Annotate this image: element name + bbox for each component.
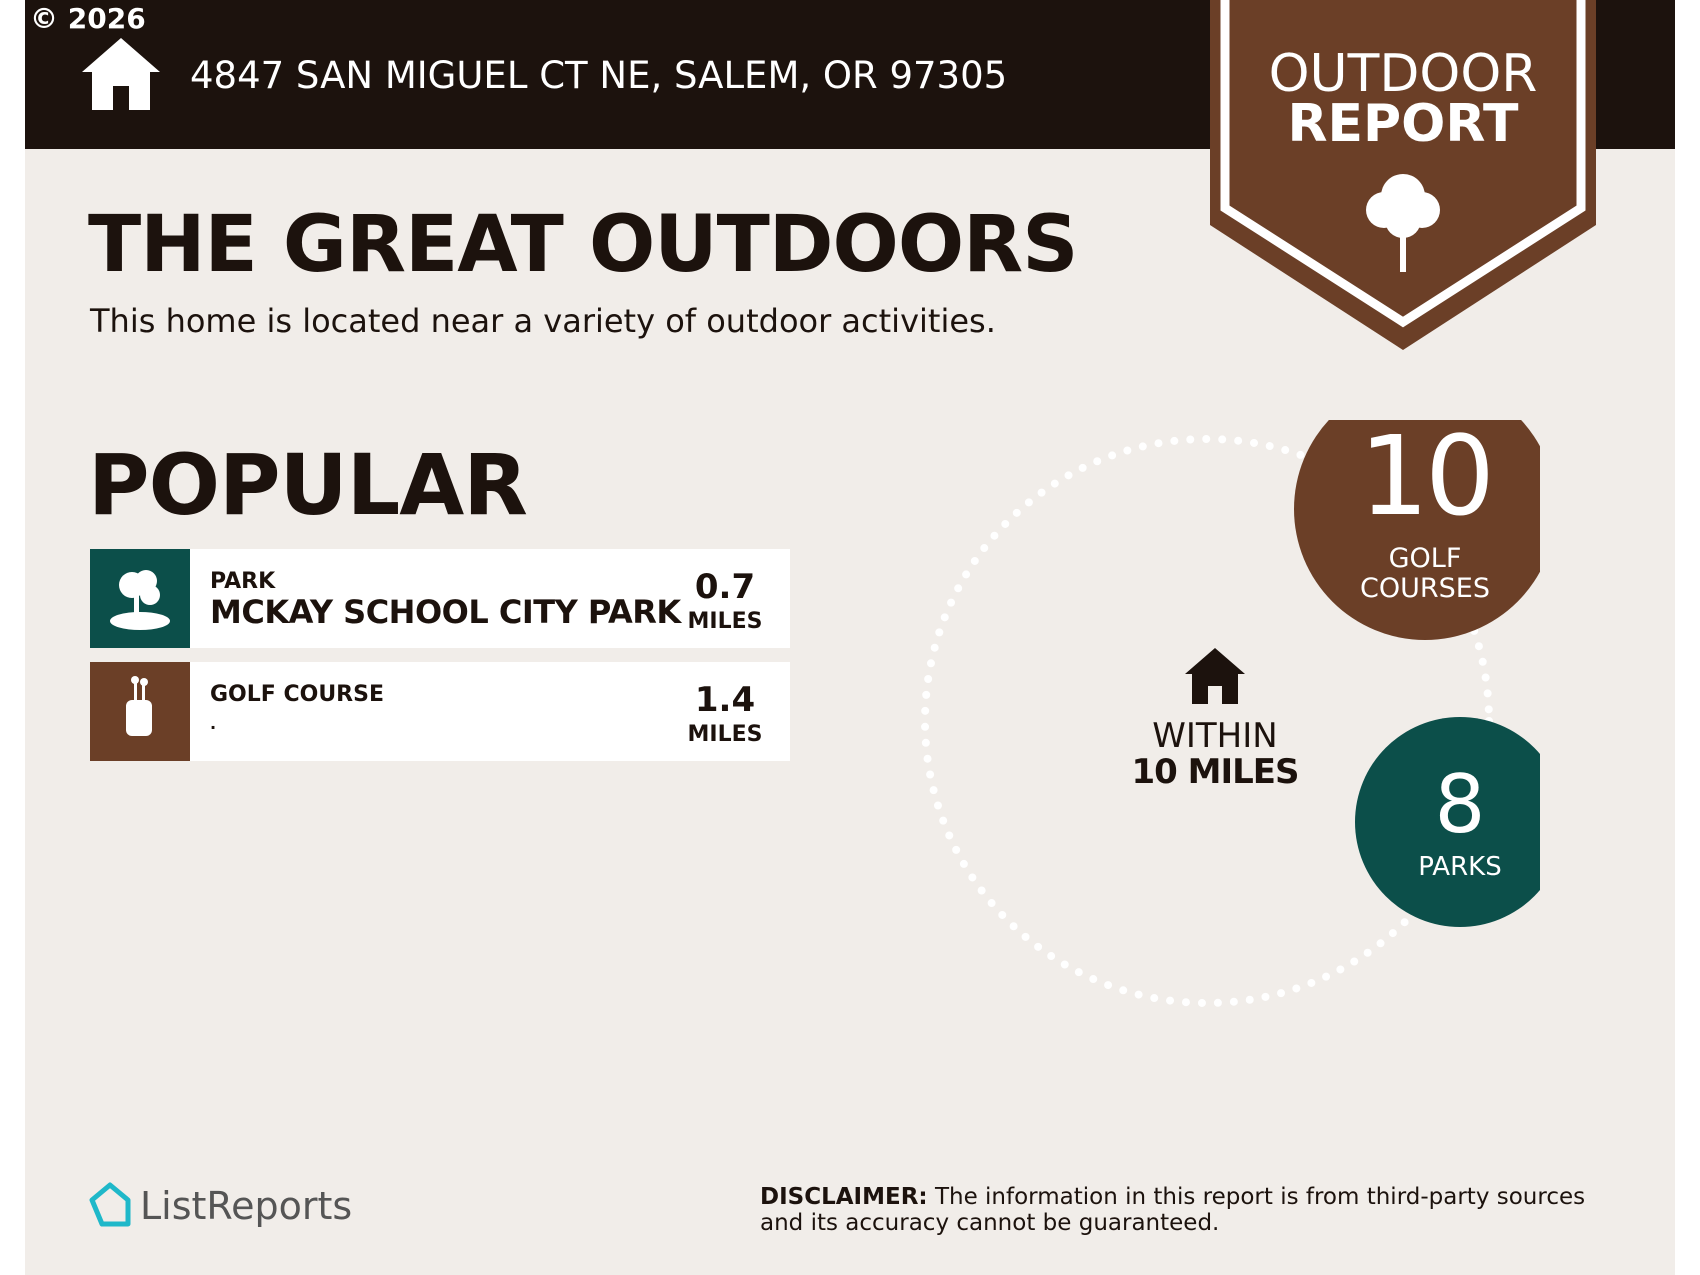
popular-heading: POPULAR [88, 436, 528, 534]
item-name: . [210, 714, 216, 733]
within-line2: 10 MILES [1131, 752, 1299, 792]
item-category: PARK [210, 569, 276, 594]
copyright: © 2026 [30, 2, 146, 35]
logo-text: ListReports [140, 1184, 353, 1228]
count-value: 10 [1359, 412, 1495, 540]
address: 4847 SAN MIGUEL CT NE, SALEM, OR 97305 [190, 54, 1008, 97]
subtitle: This home is located near a variety of o… [90, 302, 996, 340]
logo-icon [89, 1182, 131, 1227]
item-distance: 0.7 [694, 567, 756, 607]
title: THE GREAT OUTDOORS [88, 200, 1078, 290]
golf-icon [90, 662, 190, 761]
item-unit: MILES [687, 722, 763, 747]
disclaimer: DISCLAIMER: The information in this repo… [760, 1184, 1620, 1236]
popular-item: PARK MCKAY SCHOOL CITY PARK 0.7 MILES [90, 549, 790, 648]
radius-graphic [921, 420, 1540, 1007]
popular-item: GOLF COURSE . 1.4 MILES [90, 662, 790, 761]
item-category: GOLF COURSE [210, 682, 384, 707]
home-icon [82, 38, 160, 110]
item-name: MCKAY SCHOOL CITY PARK [210, 593, 681, 631]
park-icon [90, 549, 190, 648]
badge-line2: REPORT [1287, 94, 1519, 154]
within-line1: WITHIN [1152, 716, 1278, 756]
disclaimer-label: DISCLAIMER: [760, 1184, 928, 1210]
badge-line1: OUTDOOR [1268, 44, 1538, 104]
item-unit: MILES [687, 609, 763, 634]
count-label: PARKS [1418, 852, 1502, 882]
badge [1210, 0, 1596, 350]
count-label: GOLF COURSES [1360, 543, 1490, 604]
disclaimer-text: The information in this report is from t… [760, 1184, 1586, 1236]
item-distance: 1.4 [694, 680, 756, 720]
count-value: 8 [1434, 758, 1486, 851]
